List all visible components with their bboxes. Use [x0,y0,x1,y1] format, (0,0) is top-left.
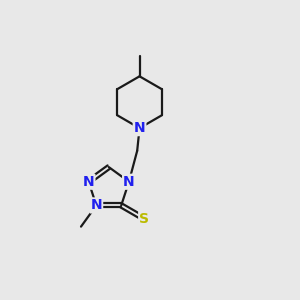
Text: S: S [139,212,149,226]
Text: N: N [91,198,102,212]
Text: N: N [134,121,146,135]
Text: N: N [83,175,94,189]
Text: N: N [123,175,135,189]
